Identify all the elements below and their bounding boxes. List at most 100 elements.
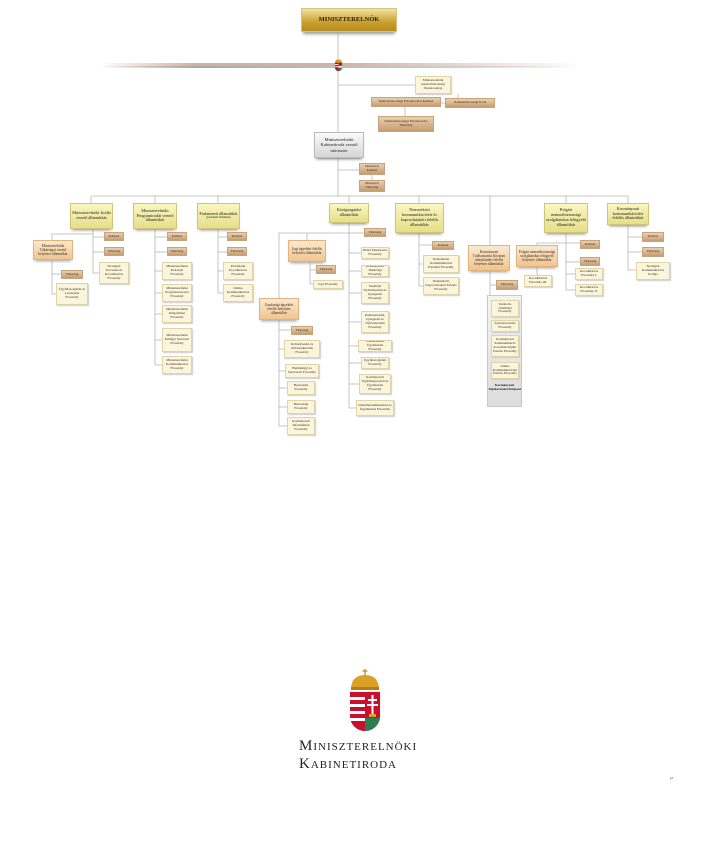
org-unit-ktk1: Tartalom-előállítási Főosztály — [491, 300, 519, 317]
org-unit-label: MINISZTERELNÖK — [318, 16, 380, 24]
org-unit-label: Titkárság — [319, 266, 333, 271]
org-unit-s6f1: Koordinációs Főosztály I. — [575, 268, 603, 280]
org-unit-s4g: Gazdasági ügyekért felelős helyettes áll… — [259, 298, 299, 320]
org-unit-label: Nemzetközi kommunikációért és kapcsolato… — [400, 207, 439, 227]
org-unit-label: Belső Ellenőrzési Főosztály — [363, 248, 387, 256]
org-unit-nbkab: Nemzetbiztonsági Főtanácsadói Kabinet — [371, 97, 441, 107]
logo-text-line1: Miniszterelnöki — [299, 738, 418, 754]
org-unit-s7kab: Kabinet — [642, 232, 664, 242]
org-unit-label: Kabinet — [231, 233, 243, 238]
org-unit-label: Költségvetési és Infrastrukturális Főosz… — [290, 342, 314, 354]
org-unit-s2f2: Miniszterelnöki Programszervező Főosztál… — [162, 284, 192, 302]
org-unit-s6kab: Kabinet — [580, 240, 600, 249]
org-unit-s6tit: Titkárság — [580, 257, 600, 266]
org-unit-label: Humánügyi és Szervezeti Főosztály — [287, 366, 317, 374]
org-unit-min: Miniszterelnöki Kabinetiroda vezető mini… — [314, 132, 364, 158]
org-unit-label: Miniszterelnöki Programszervező Főosztál… — [165, 286, 189, 298]
org-unit-label: Kormányzati Titkársági Főosztály — [366, 265, 384, 276]
hungarian-coat-of-arms-logo — [349, 669, 381, 732]
ktk-panel-label: Kormányzati Tájékoztatási Központ — [488, 383, 521, 391]
org-unit-label: Miniszterelnöki Irodát vezető államtitká… — [72, 210, 111, 220]
org-unit-s4r8: Dokumentumkezelési és Ügyintézési Főoszt… — [356, 400, 394, 416]
org-unit-s1fo: Stratégiai Tervezési és Koordinációs Főo… — [99, 262, 129, 284]
org-unit-subtitle: (parlamenti államtitkár) — [206, 215, 231, 219]
org-unit-s2f1: Miniszterelnöki Protokoll Főosztály — [162, 262, 192, 280]
org-unit-label: Jogi ügyekért felelős helyettes államtit… — [292, 246, 322, 255]
org-unit-label: Ügyfélszolgálati és Levelezési Főosztály — [58, 287, 86, 299]
org-unit-s4r6: Ügyfélszolgálati Főosztály — [361, 357, 389, 369]
org-unit-label: Miniszteri Titkárság — [365, 181, 379, 189]
org-unit-ktk2: Sajtószervezési Főosztály — [491, 320, 519, 332]
org-unit-label: Kabinet — [584, 241, 596, 246]
org-unit-nbtit: Nemzetbiztonsági Főtanácsadói Titkárság — [378, 116, 434, 132]
org-unit-s1d: Miniszterelnöki Titkárságot vezető helye… — [33, 240, 73, 260]
org-unit-label: Miniszterelnök nemzetbiztonsági főtanács… — [421, 78, 445, 90]
org-unit-s2kab: Kabinet — [167, 232, 187, 241]
org-unit-s4gtit: Titkárság — [291, 326, 313, 335]
org-unit-label: Titkárság — [646, 249, 660, 254]
org-unit-label: Parlamenti államtitkár — [199, 211, 238, 217]
org-unit-label: Kormányzati Kommunikáció Koordinációjáér… — [493, 337, 517, 353]
org-unit-s1kab: Kabinet — [104, 232, 124, 241]
org-unit-s4g5: Kormányzati Informatikai Főosztály — [287, 417, 315, 435]
org-unit-label: Miniszterelnöki Kabinetiroda vezető mini… — [320, 137, 358, 153]
org-unit-s1dfo: Ügyfélszolgálati és Levelezési Főosztály — [56, 283, 88, 305]
org-unit-s6d: Polgári nemzetbiztonsági szolgálatokat f… — [516, 245, 558, 267]
org-unit-label: Kormányzati Informatikai Főosztály — [292, 419, 310, 431]
org-unit-s1dtit: Titkárság — [61, 270, 83, 279]
org-unit-ktk4: Online Kommunikációért Felelős Főosztály — [491, 362, 519, 379]
org-unit-label: Üzemeltetési Ügyintézési Főosztály — [366, 340, 384, 351]
org-unit-label: Miniszteri Kabinet — [365, 164, 379, 172]
org-unit-label: Koordinációs Főosztály I. — [579, 269, 599, 277]
org-unit-label: Nemzetbiztonsági Főtanácsadói Titkárság — [384, 119, 428, 127]
org-unit-s1tit: Titkárság — [104, 247, 124, 256]
org-unit-label: Közbeszerzési, Igazgatási és Nyilvántart… — [364, 313, 386, 329]
org-unit-label: Kabinet — [108, 233, 120, 238]
org-unit-label: Titkárság — [65, 271, 79, 276]
org-unit-label: Nemzetbiztonsági Főtanácsadói Kabinet — [378, 99, 434, 104]
org-unit-ktk3: Kormányzati Kommunikáció Koordinációjáér… — [491, 335, 519, 357]
org-unit-label: Dokumentumkezelési és Ügyintézési Főoszt… — [358, 403, 392, 411]
org-unit-s3f2: Online Kommunikációs Főosztály — [223, 284, 253, 302]
org-unit-s4r5: Üzemeltetési Ügyintézési Főosztály — [358, 340, 392, 352]
org-unit-s5: Nemzetközi kommunikációért és kapcsolato… — [395, 203, 444, 233]
org-unit-s4g1: Költségvetési és Infrastrukturális Főosz… — [284, 340, 320, 358]
org-unit-label: Titkárság — [368, 229, 382, 234]
org-unit-s4: Közigazgatási államtitkár — [329, 203, 369, 223]
org-unit-s5f1: Nemzetközi Kommunikációs Feladatú Főoszt… — [423, 255, 459, 273]
org-unit-s6: Polgári nemzetbiztonsági szolgálatokat f… — [544, 203, 588, 233]
org-unit-label: Személyi Nyilvántartási és Igazgatási Fő… — [363, 284, 387, 300]
org-unit-s2f5: Miniszterelnöki Kommunikációs Főosztály — [162, 356, 192, 374]
org-unit-s4jfo: Jogi Főosztály — [313, 280, 343, 289]
org-unit-s2f4: Miniszterelnöki Külügyi Szervező Főosztá… — [162, 328, 192, 352]
org-unit-label: Ügyfélszolgálati Főosztály — [363, 358, 387, 366]
org-unit-label: Tartalom-előállítási Főosztály — [498, 301, 512, 314]
org-unit-s5kab: Kabinet — [432, 241, 454, 250]
org-unit-label: Polgári nemzetbiztonsági szolgálatokat f… — [546, 207, 586, 227]
org-unit-s4g2: Humánügyi és Szervezeti Főosztály — [285, 364, 319, 378]
org-unit-label: Közigazgatási államtitkár — [336, 207, 362, 217]
org-unit-label: Online Kommunikációs Főosztály — [226, 286, 250, 298]
org-unit-s6f2: Koordinációs Főosztály II. — [575, 284, 603, 296]
org-unit-ktktit: Titkárság — [496, 280, 518, 290]
org-unit-ktk: Kormányzati Tájékoztatási Központ irányí… — [468, 245, 510, 271]
org-unit-label: Kabinet — [171, 233, 183, 238]
org-unit-label: Titkárság — [295, 327, 309, 332]
org-unit-s4r7: Kormányzati Ügyfélkapcsolati és Ügyintéz… — [359, 374, 391, 394]
org-unit-label: Miniszterelnöki Külpolitikai Főosztály — [166, 307, 188, 319]
org-unit-s2: Miniszterelnöki Programirodát vezető áll… — [133, 203, 177, 229]
org-unit-s4r2: Kormányzati Titkársági Főosztály — [361, 265, 389, 277]
org-unit-label: Jogi Főosztály — [318, 281, 338, 286]
org-unit-minkab: Miniszteri Kabinet — [359, 163, 385, 175]
coat-of-arms-icon — [334, 59, 343, 72]
org-unit-label: Kormányzati Tájékoztatási Központ irányí… — [472, 249, 506, 267]
org-unit-label: Gazdasági ügyekért felelős helyettes áll… — [264, 302, 294, 316]
org-unit-label: Nemzetközi Kommunikációs Feladatú Főoszt… — [428, 257, 454, 269]
org-unit-label: Nemzetközi Kapcsolatokért Felelős Főoszt… — [425, 279, 457, 291]
org-unit-label: Miniszterelnöki Programirodát vezető áll… — [136, 207, 174, 223]
org-unit-label: Titkárság — [583, 258, 597, 263]
org-unit-s7: Kormányzati kommunikációért felelős álla… — [607, 203, 649, 225]
org-unit-s4j: Jogi ügyekért felelős helyettes államtit… — [288, 240, 326, 262]
org-unit-mintit: Miniszteri Titkárság — [359, 180, 385, 192]
logo-text-line2: Kabinetiroda — [299, 756, 397, 772]
